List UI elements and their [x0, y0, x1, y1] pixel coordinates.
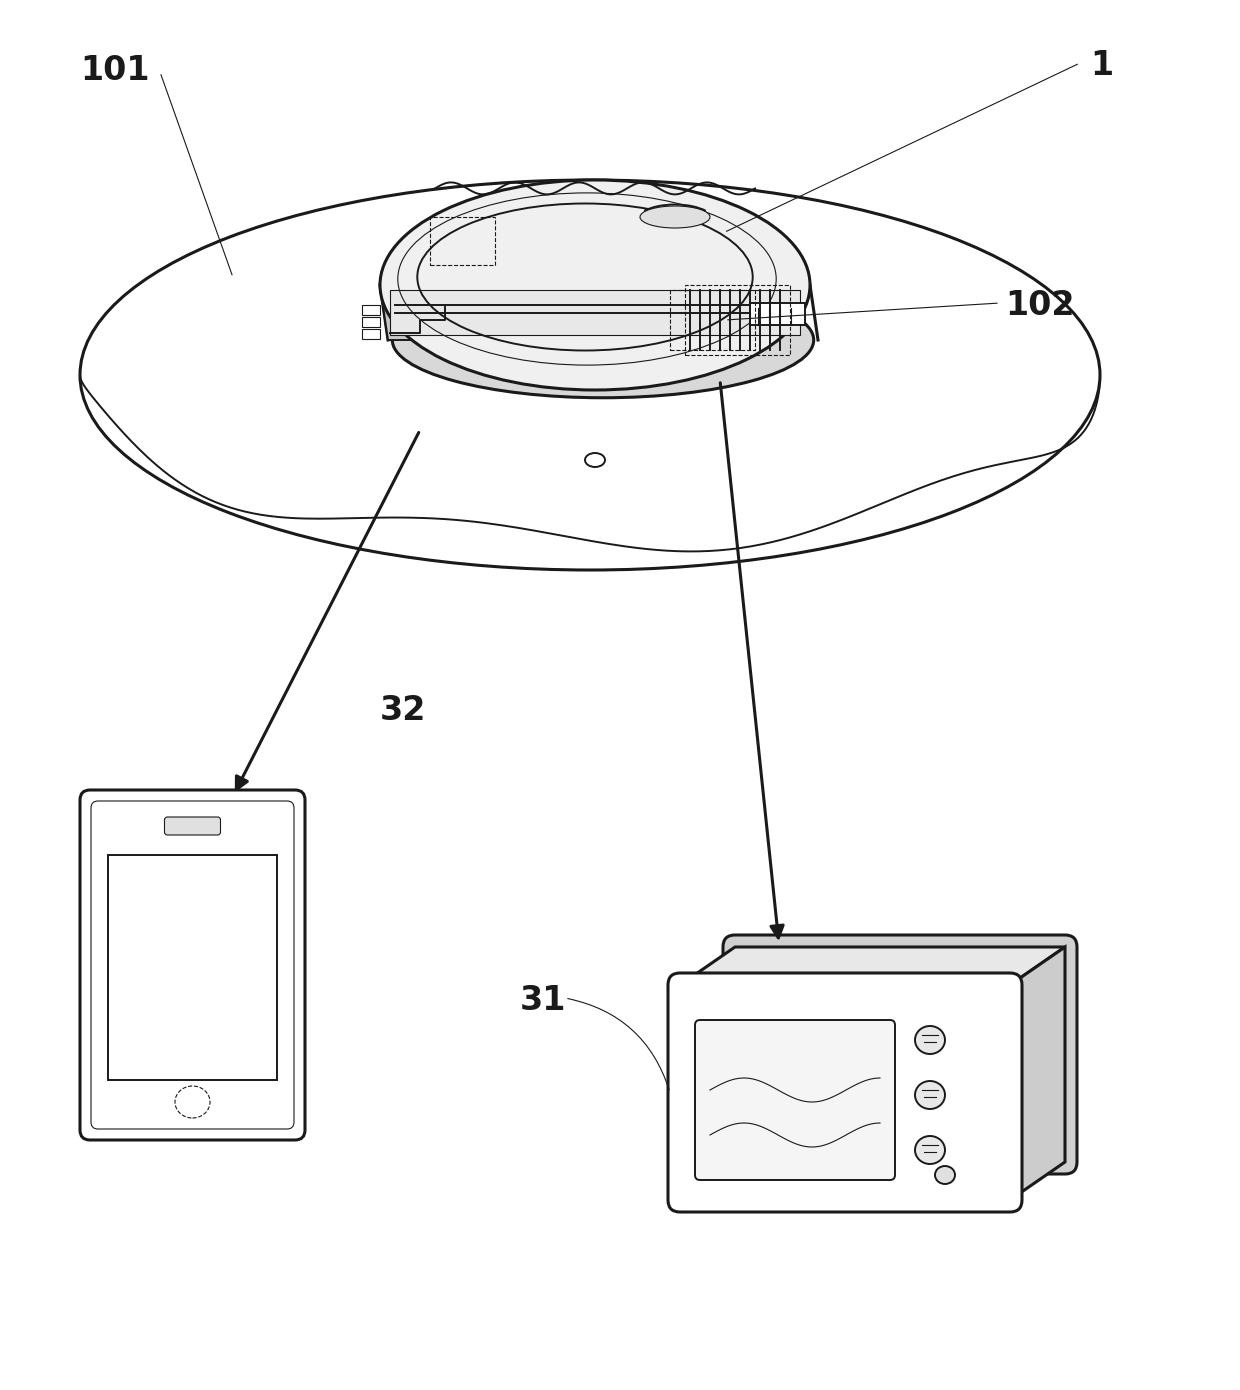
Ellipse shape — [640, 206, 711, 228]
Text: 32: 32 — [379, 694, 427, 727]
Bar — [362, 304, 379, 316]
Polygon shape — [1011, 947, 1065, 1200]
Polygon shape — [379, 285, 474, 341]
Ellipse shape — [915, 1136, 945, 1163]
Polygon shape — [391, 291, 800, 335]
Text: 102: 102 — [1004, 289, 1075, 322]
Ellipse shape — [915, 1081, 945, 1109]
Polygon shape — [680, 947, 1065, 986]
Ellipse shape — [935, 1166, 955, 1184]
Bar — [750, 303, 805, 325]
Bar — [430, 217, 495, 265]
FancyBboxPatch shape — [694, 1020, 895, 1180]
Ellipse shape — [392, 282, 813, 398]
FancyBboxPatch shape — [81, 790, 305, 1140]
Text: 1: 1 — [1090, 49, 1114, 82]
Bar — [670, 291, 755, 350]
Ellipse shape — [915, 1026, 945, 1054]
Bar — [362, 329, 379, 339]
Bar — [362, 317, 379, 327]
FancyBboxPatch shape — [723, 935, 1078, 1175]
FancyBboxPatch shape — [165, 817, 221, 835]
Ellipse shape — [379, 179, 810, 391]
Bar — [684, 285, 790, 354]
Bar — [108, 855, 277, 1080]
FancyBboxPatch shape — [668, 973, 1022, 1212]
Text: 31: 31 — [520, 984, 567, 1017]
Text: 101: 101 — [81, 54, 150, 88]
